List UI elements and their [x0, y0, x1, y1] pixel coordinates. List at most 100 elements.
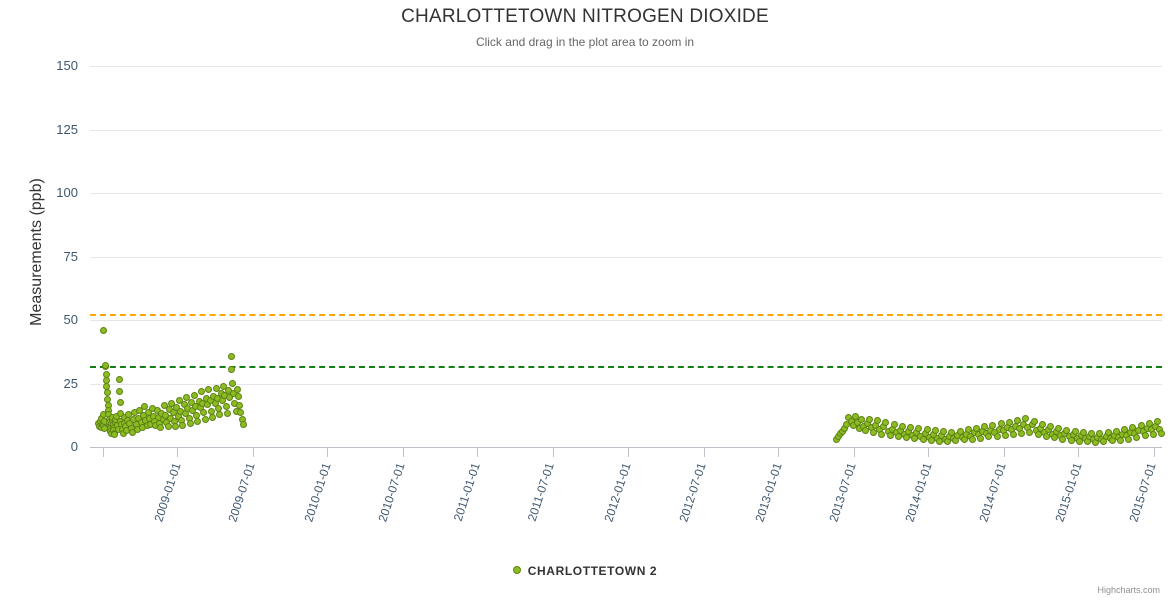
data-point[interactable]: [1055, 425, 1063, 433]
data-point[interactable]: [116, 410, 124, 418]
data-point[interactable]: [890, 421, 898, 429]
data-point[interactable]: [1071, 428, 1079, 435]
data-point[interactable]: [179, 422, 187, 430]
data-point[interactable]: [186, 420, 194, 428]
data-point[interactable]: [160, 401, 168, 409]
data-point[interactable]: [1125, 435, 1133, 443]
data-point[interactable]: [205, 386, 213, 394]
gridline: [90, 383, 1162, 385]
x-axis-tick-label: 2010-01-01: [301, 461, 334, 524]
data-point[interactable]: [116, 387, 124, 395]
data-point[interactable]: [99, 327, 107, 335]
data-point[interactable]: [985, 433, 993, 441]
data-point[interactable]: [915, 425, 923, 433]
data-point[interactable]: [1018, 430, 1026, 438]
data-point[interactable]: [239, 420, 247, 428]
data-point[interactable]: [866, 415, 874, 423]
data-point[interactable]: [226, 394, 234, 402]
data-point[interactable]: [1022, 415, 1030, 423]
data-point[interactable]: [197, 388, 205, 396]
data-point[interactable]: [237, 409, 245, 417]
data-point[interactable]: [103, 382, 111, 390]
data-point[interactable]: [907, 424, 915, 432]
x-axis-tick: [1004, 448, 1006, 457]
data-point[interactable]: [861, 427, 869, 435]
data-point[interactable]: [931, 427, 939, 435]
legend-item-charlottetown-2[interactable]: CHARLOTTETOWN 2: [512, 563, 658, 578]
plot-area[interactable]: [90, 66, 1165, 447]
data-point[interactable]: [1141, 432, 1149, 440]
chart-subtitle: Click and drag in the plot area to zoom …: [475, 35, 695, 49]
x-axis-tick: [102, 448, 104, 457]
data-point[interactable]: [1063, 426, 1071, 434]
x-axis-tick-label: 2009-01-01: [151, 461, 184, 524]
data-point[interactable]: [874, 417, 882, 425]
data-point[interactable]: [1133, 434, 1141, 442]
data-point[interactable]: [223, 410, 231, 418]
data-point[interactable]: [201, 415, 209, 423]
data-point[interactable]: [898, 422, 906, 430]
data-point[interactable]: [209, 413, 217, 421]
data-point[interactable]: [157, 424, 165, 432]
x-axis-tick-label: 2014-07-01: [976, 461, 1010, 524]
data-point[interactable]: [169, 408, 177, 416]
data-point[interactable]: [878, 430, 886, 438]
gridline: [90, 256, 1162, 258]
x-axis-tick: [403, 448, 405, 457]
data-point[interactable]: [997, 420, 1005, 428]
data-point[interactable]: [1030, 418, 1038, 426]
data-point[interactable]: [175, 397, 183, 405]
data-point[interactable]: [1001, 431, 1009, 439]
data-point[interactable]: [103, 389, 111, 397]
data-point[interactable]: [215, 404, 223, 412]
data-point[interactable]: [993, 432, 1001, 440]
data-point[interactable]: [1038, 420, 1046, 428]
data-point[interactable]: [102, 361, 110, 369]
data-point[interactable]: [111, 431, 119, 439]
data-point[interactable]: [115, 376, 123, 384]
data-point[interactable]: [212, 384, 220, 392]
data-point[interactable]: [1149, 430, 1157, 438]
legend-item-label: CHARLOTTETOWN 2: [527, 563, 658, 578]
x-axis-tick-label: 2012-01-01: [601, 461, 634, 524]
data-point[interactable]: [194, 418, 202, 426]
data-point[interactable]: [227, 353, 235, 361]
data-point[interactable]: [1145, 419, 1153, 427]
data-point[interactable]: [977, 434, 985, 442]
data-point[interactable]: [923, 426, 931, 434]
data-point[interactable]: [188, 398, 196, 406]
data-point[interactable]: [222, 402, 230, 410]
data-point[interactable]: [183, 393, 191, 401]
data-point[interactable]: [228, 365, 235, 373]
data-point[interactable]: [1116, 436, 1124, 444]
data-point[interactable]: [968, 435, 976, 443]
data-point[interactable]: [882, 419, 890, 427]
x-axis-tick: [327, 448, 329, 457]
data-point[interactable]: [164, 423, 172, 431]
data-point[interactable]: [136, 406, 144, 414]
data-point[interactable]: [173, 403, 181, 411]
x-axis-tick-label: 2010-07-01: [375, 461, 409, 524]
data-point[interactable]: [1014, 416, 1022, 424]
data-point[interactable]: [141, 402, 149, 410]
data-point[interactable]: [228, 380, 236, 387]
data-point[interactable]: [1009, 430, 1017, 438]
data-point[interactable]: [1047, 423, 1055, 431]
credits-link[interactable]: Highcharts.com: [1097, 585, 1160, 595]
data-point[interactable]: [220, 382, 228, 390]
data-point[interactable]: [940, 428, 948, 436]
data-point[interactable]: [236, 401, 244, 409]
data-point[interactable]: [216, 411, 224, 419]
data-point[interactable]: [857, 416, 865, 424]
data-point[interactable]: [1153, 418, 1161, 426]
data-point[interactable]: [1157, 429, 1165, 437]
data-point[interactable]: [233, 385, 241, 393]
data-point[interactable]: [116, 399, 124, 407]
data-point[interactable]: [235, 392, 242, 400]
data-point[interactable]: [180, 400, 188, 408]
data-point[interactable]: [1005, 418, 1013, 426]
data-point[interactable]: [168, 399, 176, 407]
data-point[interactable]: [190, 391, 198, 399]
data-point[interactable]: [172, 422, 180, 430]
